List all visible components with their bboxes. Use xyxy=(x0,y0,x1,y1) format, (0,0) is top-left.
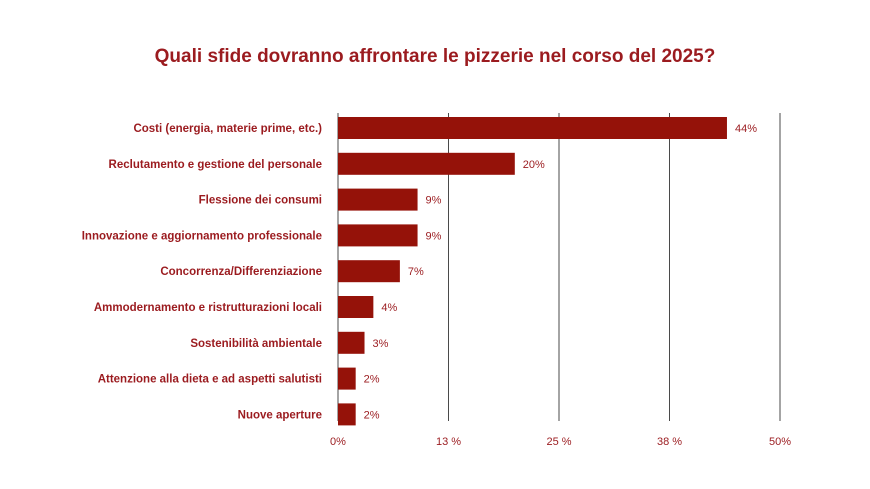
category-label-8: Nuove aperture xyxy=(238,409,322,421)
value-label-0: 44% xyxy=(735,123,757,135)
category-label-5: Ammodernamento e ristrutturazioni locali xyxy=(94,302,322,314)
bar-8 xyxy=(338,403,356,426)
category-label-4: Concorrenza/Differenziazione xyxy=(160,266,322,278)
bar-4 xyxy=(338,260,400,283)
category-label-6: Sostenibilità ambientale xyxy=(190,338,322,350)
bar-3 xyxy=(338,224,418,247)
value-label-4: 7% xyxy=(408,266,424,278)
category-label-1: Reclutamento e gestione del personale xyxy=(109,159,322,171)
value-label-6: 3% xyxy=(373,338,389,350)
chart-title: Quali sfide dovranno affrontare le pizze… xyxy=(154,46,716,67)
category-label-7: Attenzione alla dieta e ad aspetti salut… xyxy=(98,374,322,386)
value-label-2: 9% xyxy=(426,195,442,207)
category-label-3: Innovazione e aggiornamento professional… xyxy=(82,230,322,242)
category-label-0: Costi (energia, materie prime, etc.) xyxy=(133,123,322,135)
x-tick-label-4: 50% xyxy=(769,436,791,448)
value-label-7: 2% xyxy=(364,374,380,386)
value-label-3: 9% xyxy=(426,230,442,242)
category-label-2: Flessione dei consumi xyxy=(199,195,322,207)
bar-7 xyxy=(338,367,356,390)
bar-6 xyxy=(338,331,365,354)
x-tick-label-1: 13 % xyxy=(436,436,461,448)
value-label-8: 2% xyxy=(364,409,380,421)
bar-2 xyxy=(338,188,418,211)
bar-0 xyxy=(338,117,727,139)
x-tick-label-2: 25 % xyxy=(546,436,571,448)
bar-5 xyxy=(338,296,374,318)
value-label-5: 4% xyxy=(381,302,397,314)
value-label-1: 20% xyxy=(523,159,545,171)
bar-layer xyxy=(338,117,727,426)
label-layer: 0% 13 % 25 % 38 % 50% Costi (energia, materie… xyxy=(82,123,791,448)
x-tick-label-3: 38 % xyxy=(657,436,682,448)
x-tick-label-0: 0% xyxy=(330,436,346,448)
bar-1 xyxy=(338,152,515,175)
